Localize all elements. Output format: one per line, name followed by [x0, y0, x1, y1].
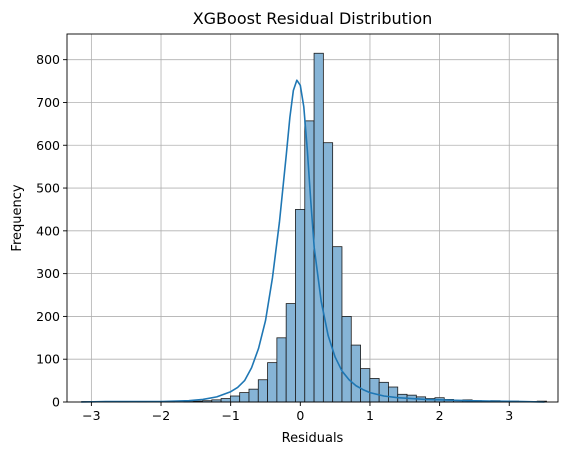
histogram-bar — [350, 344, 361, 403]
histogram-bars — [81, 52, 547, 403]
tick-labels: −3 −2 −1 0 1 2 3 0 100 200 300 400 500 600 700 800 — [36, 52, 513, 423]
histogram-bar — [360, 368, 371, 403]
x-tick-label: −3 — [82, 408, 100, 423]
histogram-bar — [248, 388, 259, 403]
y-tick-label: 300 — [36, 266, 60, 281]
x-tick-label: −2 — [152, 408, 170, 423]
histogram-bar — [322, 142, 334, 403]
histogram-bar — [378, 381, 389, 403]
histogram-bar — [304, 120, 315, 403]
y-axis-title: Frequency — [10, 184, 25, 251]
chart-title: XGBoost Residual Distribution — [193, 9, 433, 28]
x-axis-title: Residuals — [282, 431, 344, 446]
x-tick-label: 0 — [296, 408, 304, 423]
kde-curve-layer — [80, 79, 545, 403]
y-tick-label: 100 — [36, 352, 60, 367]
histogram-bar — [285, 303, 296, 403]
plot-frame — [66, 33, 559, 403]
y-tick-label: 200 — [36, 309, 60, 324]
y-tick-label: 700 — [36, 95, 60, 110]
tick-marks — [63, 59, 510, 406]
histogram-bar — [388, 386, 399, 403]
histogram-bar — [313, 52, 324, 403]
y-tick-label: 600 — [36, 138, 60, 153]
x-tick-label: 1 — [366, 408, 374, 423]
y-tick-label: 800 — [36, 52, 60, 67]
histogram-bar — [220, 398, 231, 403]
y-tick-label: 0 — [52, 395, 60, 410]
x-tick-label: −1 — [221, 408, 239, 423]
x-tick-label: 2 — [436, 408, 444, 423]
histogram-bar — [332, 246, 343, 403]
histogram-bar — [369, 378, 380, 403]
histogram-bar — [267, 362, 278, 403]
y-tick-label: 500 — [36, 181, 60, 196]
x-tick-label: 3 — [505, 408, 513, 423]
histogram-bar — [229, 395, 241, 403]
axes-frame — [66, 33, 559, 403]
histogram-bar — [276, 337, 287, 403]
histogram-bar — [239, 392, 250, 403]
histogram-bar — [257, 379, 268, 403]
histogram-bar — [341, 316, 352, 403]
y-tick-label: 400 — [36, 223, 60, 238]
histogram-bar — [295, 209, 306, 403]
kde-line — [80, 79, 545, 403]
